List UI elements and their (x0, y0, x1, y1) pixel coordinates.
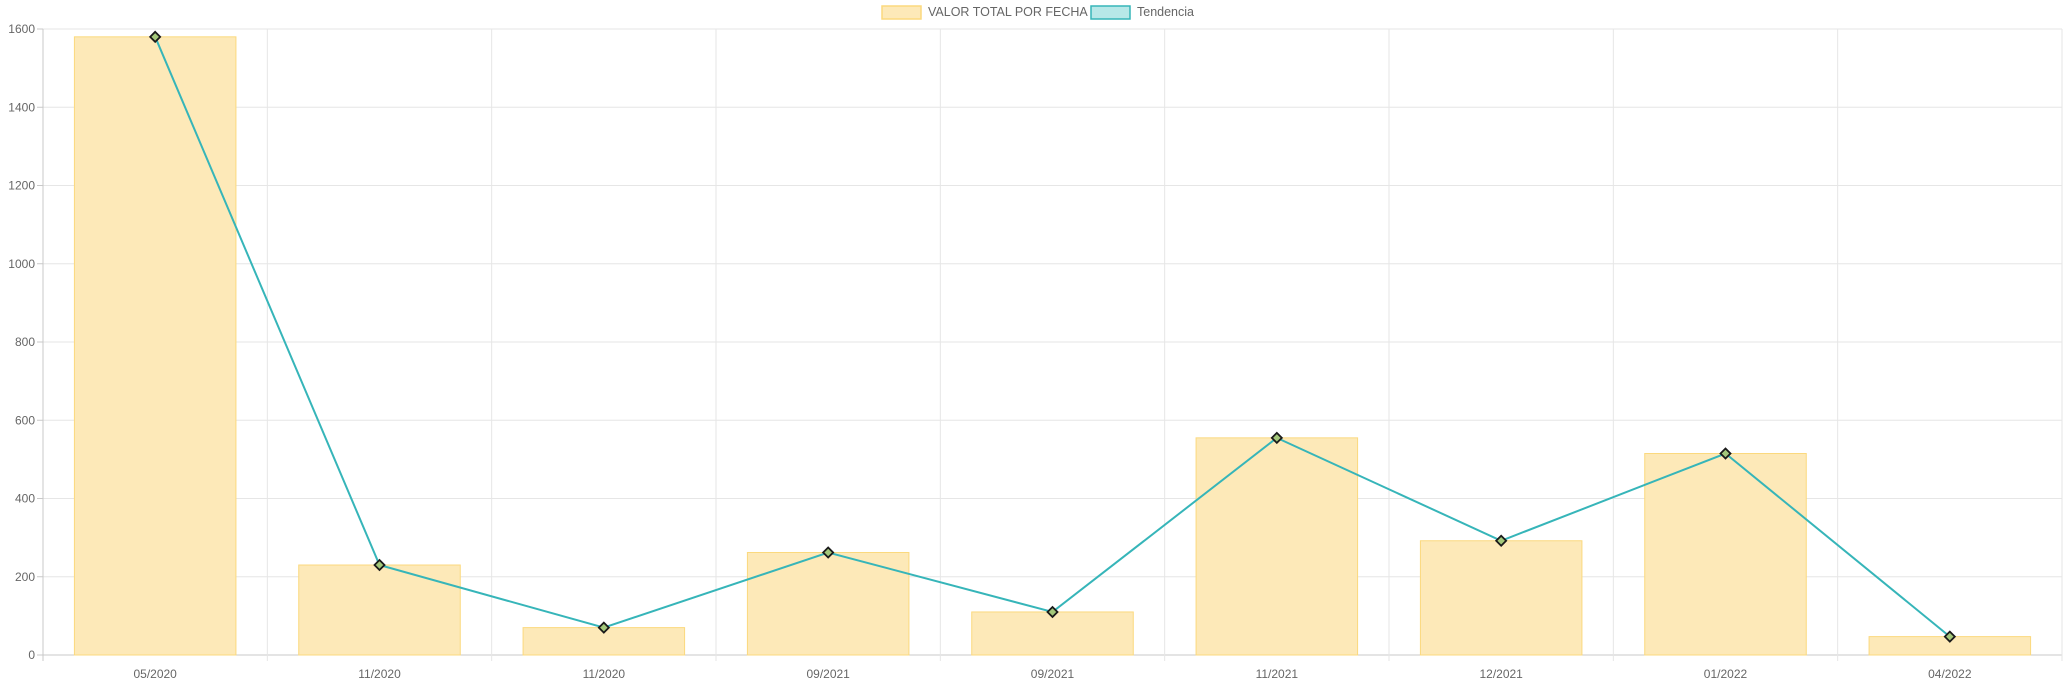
x-tick-label: 11/2021 (1256, 667, 1299, 681)
y-tick-label: 1000 (8, 257, 35, 271)
y-tick-label: 200 (15, 570, 35, 584)
y-tick-label: 0 (28, 648, 35, 662)
x-axis: 05/2020 11/2020 11/2020 09/2021 09/2021 11/20… (133, 667, 1971, 681)
bar[interactable] (1644, 453, 1807, 656)
trend-point[interactable] (1719, 447, 1732, 460)
legend-item-bars[interactable]: VALOR TOTAL POR FECHA (881, 5, 1088, 20)
legend-label-trend: Tendencia (1137, 5, 1194, 19)
y-tick-label: 400 (15, 492, 35, 506)
x-tick-label: 11/2020 (358, 667, 401, 681)
x-tick-label: 09/2021 (806, 667, 850, 681)
trend-point[interactable] (1270, 431, 1284, 445)
legend-label-bars: VALOR TOTAL POR FECHA (928, 5, 1088, 19)
y-tick-label: 1600 (8, 22, 35, 36)
trend-point[interactable] (1046, 605, 1059, 619)
y-tick-label: 1200 (8, 179, 35, 193)
y-axis: 0 200 400 600 800 1000 1200 1400 1600 (8, 22, 43, 662)
legend: VALOR TOTAL POR FECHA Tendencia (881, 5, 1194, 20)
legend-swatch-bars (881, 5, 922, 20)
grid (37, 28, 2063, 661)
y-tick-label: 600 (15, 413, 35, 427)
x-tick-label: 11/2020 (583, 667, 626, 681)
trend-point[interactable] (148, 30, 162, 44)
y-tick-label: 1400 (8, 100, 35, 114)
trend-point[interactable] (821, 546, 835, 559)
trend-series (148, 30, 1957, 643)
bar[interactable] (1419, 540, 1583, 656)
bar[interactable] (298, 564, 461, 656)
x-tick-label: 09/2021 (1031, 667, 1075, 681)
bar[interactable] (971, 611, 1134, 656)
x-tick-label: 12/2021 (1479, 667, 1523, 681)
trend-point[interactable] (597, 621, 611, 634)
y-tick-label: 800 (15, 335, 35, 349)
bar-series (73, 36, 2032, 656)
legend-item-trend[interactable]: Tendencia (1090, 5, 1194, 20)
trend-point[interactable] (373, 558, 386, 572)
trend-point[interactable] (1494, 534, 1508, 548)
bar[interactable] (73, 36, 237, 656)
x-tick-label: 01/2022 (1704, 667, 1748, 681)
trend-point[interactable] (1943, 630, 1957, 643)
bar[interactable] (1195, 437, 1359, 656)
x-tick-label: 05/2020 (133, 667, 177, 681)
legend-swatch-trend (1090, 5, 1131, 20)
x-tick-label: 04/2022 (1928, 667, 1972, 681)
